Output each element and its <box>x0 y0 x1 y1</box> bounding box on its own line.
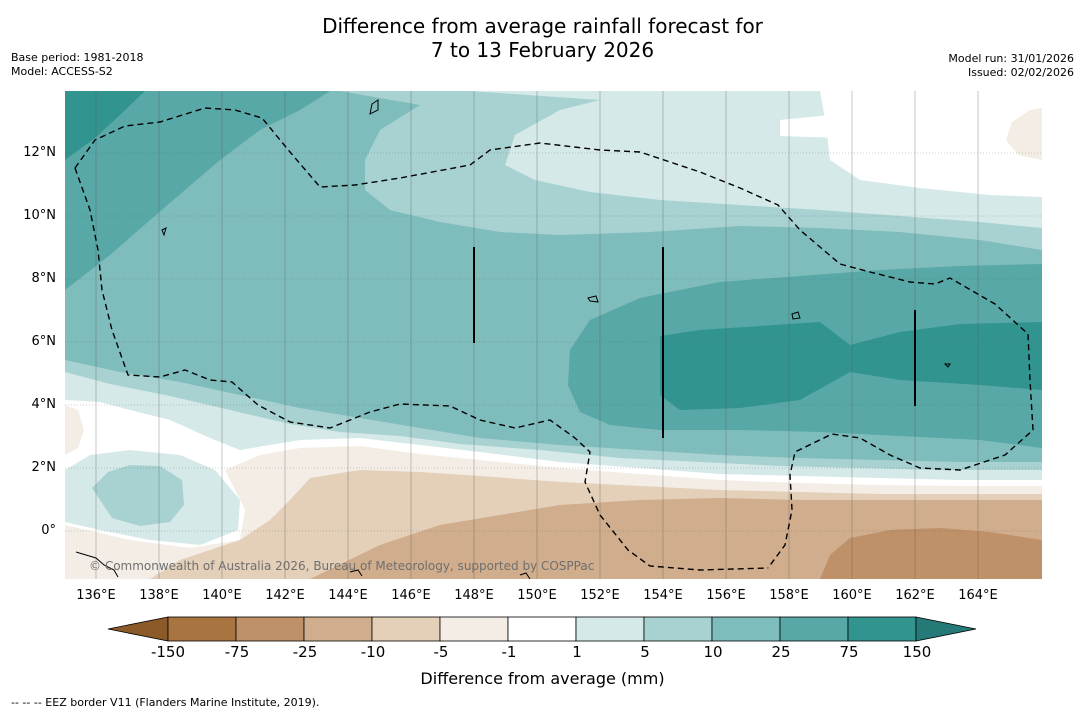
chart-title: Difference from average rainfall forecas… <box>0 14 1085 62</box>
base-period: Base period: 1981-2018 <box>11 51 144 64</box>
eez-borders <box>74 107 1034 571</box>
lon-label: 142°E <box>265 588 305 603</box>
colorbar-tick: -5 <box>433 643 449 661</box>
colorbar-tick: -150 <box>150 643 186 661</box>
lon-label: 164°E <box>958 588 998 603</box>
island-guam <box>369 99 379 115</box>
colorbar-segment <box>643 616 713 642</box>
lon-label: 146°E <box>391 588 431 603</box>
colorbar-tick: 5 <box>640 643 650 661</box>
island-kosrae <box>943 363 951 368</box>
island-pohnpei <box>791 311 801 320</box>
lon-label: 150°E <box>517 588 557 603</box>
lat-label: 12°N <box>23 145 56 160</box>
island-new-guinea-coast <box>75 551 119 578</box>
boundary-markers <box>473 247 916 438</box>
lon-label: 154°E <box>643 588 683 603</box>
colorbar-segment <box>439 616 509 642</box>
lat-label: 4°N <box>31 397 57 412</box>
colorbar-tick: -1 <box>501 643 517 661</box>
eez-west-loop <box>74 167 769 571</box>
lon-label: 138°E <box>139 588 179 603</box>
islands <box>75 99 951 579</box>
contour-25-75-nw <box>65 91 330 290</box>
colorbar-label: Difference from average (mm) <box>420 669 665 688</box>
lon-label: 162°E <box>895 588 935 603</box>
island-yap <box>161 227 167 237</box>
contour-5-10-sw <box>92 465 184 526</box>
contour-75-150-nw <box>65 91 145 160</box>
contour-dry-ne <box>1006 108 1042 160</box>
contour-dry-25-75 <box>820 528 1042 579</box>
run-info: Model run: 31/01/2026 Issued: 02/02/2026 <box>948 52 1074 80</box>
colorbar-segment <box>235 616 305 642</box>
title-line-2: 7 to 13 February 2026 <box>430 38 655 62</box>
lat-label: 2°N <box>31 460 57 475</box>
lat-label: 6°N <box>31 334 57 349</box>
lat-label: 10°N <box>23 208 56 223</box>
colorbar-segment <box>507 616 577 642</box>
colorbar-extend-low <box>107 616 169 642</box>
contour-dry-west <box>65 405 84 455</box>
colorbar-tick: 25 <box>771 643 791 661</box>
colorbar-segment <box>371 616 441 642</box>
colorbar-segment <box>711 616 781 642</box>
island-chuuk <box>587 295 599 303</box>
lon-label: 144°E <box>328 588 368 603</box>
colorbar <box>107 616 977 642</box>
issued-date: Issued: 02/02/2026 <box>967 66 1074 79</box>
lon-label: 152°E <box>580 588 620 603</box>
lon-label: 136°E <box>76 588 116 603</box>
colorbar-extend-high <box>915 616 977 642</box>
colorbar-tick: 1 <box>572 643 582 661</box>
colorbar-tick: 75 <box>839 643 859 661</box>
graticule <box>65 91 1042 579</box>
colorbar-segment <box>847 616 917 642</box>
eez-footnote: -- -- -- EEZ border V11 (Flanders Marine… <box>11 696 320 709</box>
lon-label: 140°E <box>202 588 242 603</box>
lon-label: 158°E <box>769 588 809 603</box>
model-info: Base period: 1981-2018 Model: ACCESS-S2 <box>11 51 143 79</box>
contour-75-150-east <box>660 322 1042 410</box>
model-name: Model: ACCESS-S2 <box>11 65 113 78</box>
title-line-1: Difference from average rainfall forecas… <box>322 14 763 38</box>
model-run-date: Model run: 31/01/2026 <box>948 52 1074 65</box>
colorbar-tick: 150 <box>902 643 932 661</box>
contour-white-ne <box>780 105 1042 140</box>
colorbar-segment <box>779 616 849 642</box>
colorbar-tick: 10 <box>703 643 723 661</box>
lon-label: 148°E <box>454 588 494 603</box>
rainfall-anomaly-field <box>65 91 1042 579</box>
copyright-credit: © Commonwealth of Australia 2026, Bureau… <box>89 559 595 573</box>
colorbar-segment <box>167 616 237 642</box>
lon-label: 160°E <box>832 588 872 603</box>
lon-label: 156°E <box>706 588 746 603</box>
island-manus <box>349 569 363 577</box>
colorbar-tick: -10 <box>360 643 386 661</box>
colorbar-segment <box>575 616 645 642</box>
lat-label: 0° <box>41 523 56 538</box>
colorbar-segment <box>303 616 373 642</box>
eez-palau-fsm-west <box>74 107 1034 569</box>
island-bougainville <box>519 572 531 579</box>
lat-label: 8°N <box>31 271 57 286</box>
colorbar-tick: -25 <box>292 643 318 661</box>
colorbar-tick: -75 <box>224 643 250 661</box>
